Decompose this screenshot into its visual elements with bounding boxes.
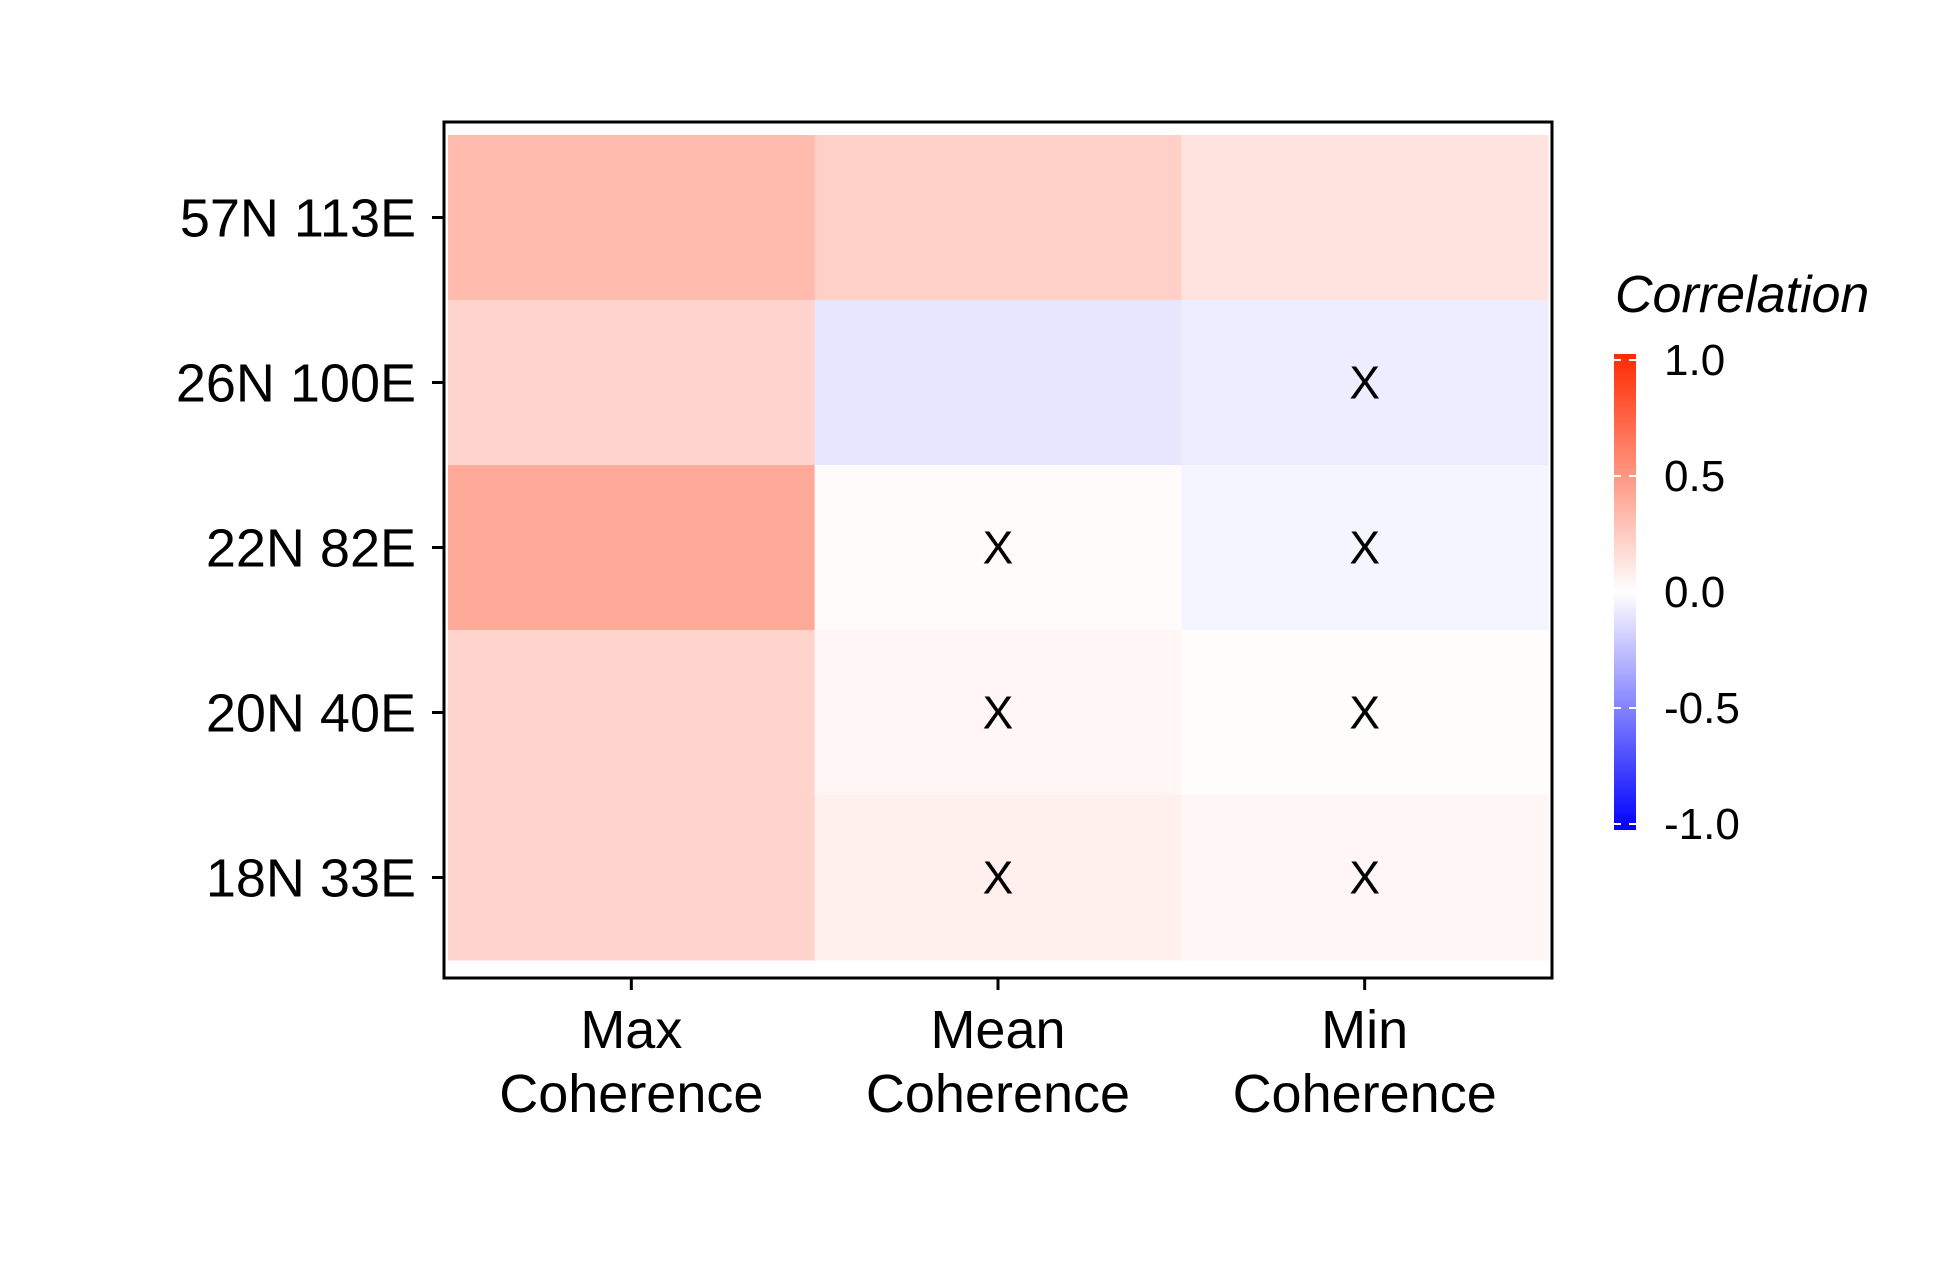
heatmap-cell — [448, 630, 816, 796]
y-tick-label: 20N 40E — [206, 684, 416, 744]
not-significant-mark: X — [983, 852, 1014, 904]
heatmap-cell — [814, 135, 1182, 301]
heatmap-cell — [448, 795, 816, 961]
heatmap-cell — [814, 630, 1182, 796]
x-tick-label: Max Coherence — [499, 1000, 763, 1124]
heatmap-cell — [448, 465, 816, 631]
legend-break-label: 0.5 — [1664, 452, 1725, 501]
x-tick-label: Mean Coherence — [866, 1000, 1130, 1124]
heatmap-cell — [448, 300, 816, 466]
y-axis: 57N 113E 26N 100E 22N 82E 20N 40E 18N 33E — [176, 189, 444, 909]
legend-colorbar — [1614, 354, 1636, 830]
legend-ticks: 1.0 0.5 0.0 -0.5 -1.0 — [1614, 336, 1740, 849]
heatmap-cell — [1181, 795, 1549, 961]
x-tick-label: Min Coherence — [1233, 1000, 1497, 1124]
not-significant-mark: X — [1349, 522, 1380, 574]
heatmap-cell — [1181, 630, 1549, 796]
heatmap-cell — [1181, 465, 1549, 631]
not-significant-mark: X — [983, 687, 1014, 739]
legend-title: Correlation — [1615, 266, 1869, 324]
y-tick-label: 26N 100E — [176, 354, 416, 414]
not-significant-mark: X — [1349, 357, 1380, 409]
heatmap-cell — [1181, 135, 1549, 301]
legend: Correlation 1.0 0.5 0.0 -0.5 -1.0 — [1614, 266, 1869, 849]
y-tick-label: 18N 33E — [206, 849, 416, 909]
heatmap-cell — [814, 795, 1182, 961]
y-tick-label: 22N 82E — [206, 519, 416, 579]
heatmap-cell — [814, 300, 1182, 466]
y-tick-label: 57N 113E — [180, 189, 416, 249]
legend-break-label: 1.0 — [1664, 336, 1725, 385]
legend-break-label: -1.0 — [1664, 800, 1740, 849]
heatmap-cell — [1181, 300, 1549, 466]
legend-break-label: 0.0 — [1664, 568, 1725, 617]
not-significant-mark: X — [1349, 687, 1380, 739]
x-axis: Max Coherence Mean Coherence Min Coherence — [499, 978, 1497, 1124]
heatmap-cell — [448, 135, 816, 301]
legend-break-label: -0.5 — [1664, 684, 1740, 733]
heatmap-cells — [448, 135, 1549, 961]
heatmap-cell — [814, 465, 1182, 631]
not-significant-mark: X — [1349, 852, 1380, 904]
not-significant-mark: X — [983, 522, 1014, 574]
significance-marks: X X X X X X X — [983, 357, 1380, 904]
